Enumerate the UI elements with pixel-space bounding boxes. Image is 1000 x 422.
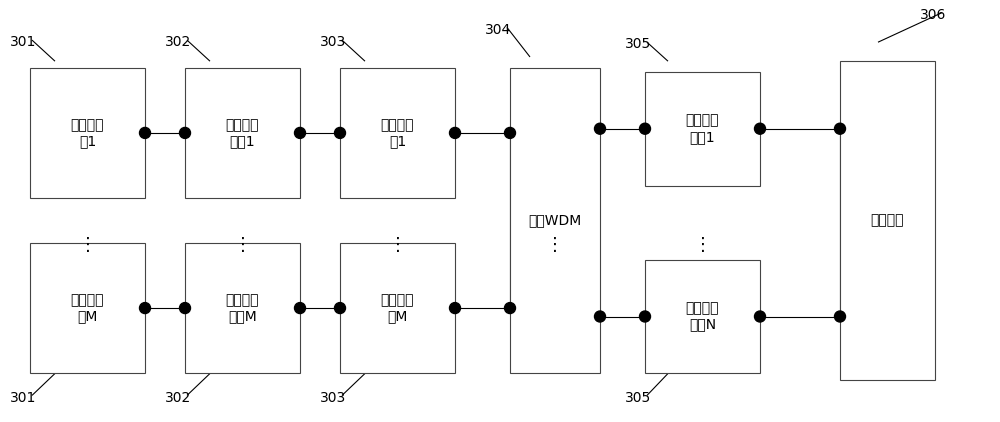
Text: 303: 303 [320, 35, 346, 49]
Bar [185, 68, 300, 198]
Text: 光电转换
模块N: 光电转换 模块N [686, 301, 719, 332]
Text: 301: 301 [10, 390, 36, 405]
Ellipse shape [140, 127, 151, 138]
Ellipse shape [334, 303, 346, 314]
Text: 305: 305 [625, 390, 651, 405]
Bar [510, 68, 600, 373]
Text: 光时延模
块1: 光时延模 块1 [381, 118, 414, 148]
Text: 分路WDM: 分路WDM [528, 214, 582, 227]
Text: 301: 301 [10, 35, 36, 49]
Text: 305: 305 [625, 37, 651, 51]
Text: 光电转换
模块1: 光电转换 模块1 [686, 114, 719, 144]
Ellipse shape [294, 303, 306, 314]
Text: ⋮: ⋮ [546, 236, 564, 254]
Text: 302: 302 [165, 35, 191, 49]
Text: 天线阵列: 天线阵列 [871, 214, 904, 227]
Ellipse shape [180, 127, 190, 138]
Text: 303: 303 [320, 390, 346, 405]
Text: ⋮: ⋮ [388, 236, 406, 254]
Ellipse shape [755, 311, 766, 322]
Text: 电光调制
模块1: 电光调制 模块1 [226, 118, 259, 148]
Text: 光时延模
块M: 光时延模 块M [381, 293, 414, 323]
Ellipse shape [594, 123, 606, 134]
Bar [185, 243, 300, 373]
Ellipse shape [450, 127, 460, 138]
Text: ⋮: ⋮ [694, 236, 712, 254]
Bar [645, 260, 760, 373]
Ellipse shape [505, 303, 516, 314]
Bar [30, 68, 145, 198]
Text: 306: 306 [920, 8, 946, 22]
Text: ⋮: ⋮ [78, 236, 96, 254]
Ellipse shape [834, 311, 846, 322]
Ellipse shape [505, 127, 516, 138]
Bar [340, 243, 455, 373]
Bar [30, 243, 145, 373]
Text: 电光调制
模块M: 电光调制 模块M [226, 293, 259, 323]
Ellipse shape [640, 311, 650, 322]
Text: 302: 302 [165, 390, 191, 405]
Text: ⋮: ⋮ [234, 236, 252, 254]
Text: 光载波模
块M: 光载波模 块M [71, 293, 104, 323]
Ellipse shape [334, 127, 346, 138]
Ellipse shape [834, 123, 846, 134]
Bar [645, 72, 760, 186]
Ellipse shape [755, 123, 766, 134]
Ellipse shape [594, 311, 606, 322]
Bar [340, 68, 455, 198]
Ellipse shape [180, 303, 190, 314]
Ellipse shape [450, 303, 460, 314]
Text: 304: 304 [485, 22, 511, 37]
Text: 光载波模
块1: 光载波模 块1 [71, 118, 104, 148]
Ellipse shape [640, 123, 650, 134]
Bar [840, 61, 935, 380]
Ellipse shape [294, 127, 306, 138]
Ellipse shape [140, 303, 151, 314]
